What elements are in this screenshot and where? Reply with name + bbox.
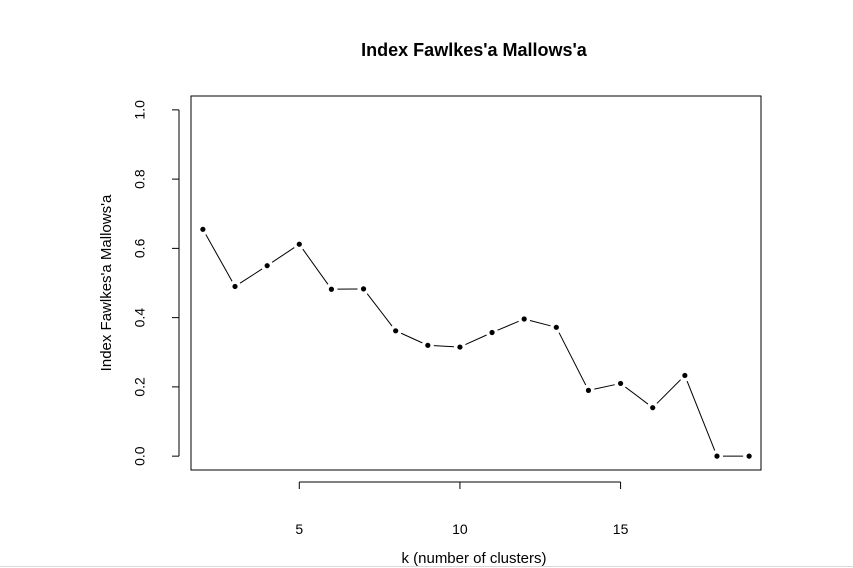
data-point bbox=[521, 316, 527, 322]
data-point bbox=[232, 283, 238, 290]
series-segment bbox=[366, 293, 393, 327]
series-segment bbox=[656, 379, 681, 404]
data-point bbox=[746, 453, 752, 459]
data-point bbox=[714, 453, 720, 459]
data-point bbox=[650, 405, 656, 411]
data-point bbox=[393, 328, 399, 334]
y-tick-label: 0.4 bbox=[132, 308, 148, 328]
y-axis: 0.0 0.2 0.4 0.6 0.8 1.0 bbox=[132, 100, 180, 466]
plot-frame bbox=[190, 95, 762, 471]
x-axis: 5 10 15 bbox=[295, 481, 629, 537]
series-segment bbox=[529, 320, 551, 327]
series-segment bbox=[302, 248, 329, 285]
series-segment bbox=[433, 345, 454, 348]
y-axis-label: Index Fawlkes'a Mallows'a bbox=[98, 194, 115, 371]
series-segment bbox=[271, 247, 295, 263]
y-tick-label: 1.0 bbox=[132, 100, 148, 120]
data-point bbox=[585, 387, 592, 393]
y-tick-label: 0.8 bbox=[132, 169, 148, 189]
y-tick-label: 0.2 bbox=[132, 377, 148, 397]
data-point bbox=[617, 380, 624, 387]
series-segment bbox=[465, 334, 487, 346]
x-tick-label: 10 bbox=[452, 521, 468, 537]
data-point bbox=[264, 263, 270, 269]
bottom-divider bbox=[0, 566, 853, 567]
data-point bbox=[425, 342, 431, 348]
series-segment bbox=[686, 380, 716, 451]
data-point bbox=[200, 226, 206, 232]
y-tick-label: 0.0 bbox=[132, 446, 148, 466]
series-segment bbox=[497, 320, 519, 331]
data-point bbox=[457, 344, 463, 350]
series-segment bbox=[400, 332, 423, 344]
data-point bbox=[296, 241, 302, 247]
series-segment bbox=[625, 386, 649, 405]
data-point bbox=[682, 372, 688, 379]
series-points bbox=[200, 226, 752, 459]
x-axis-label: k (number of clusters) bbox=[401, 550, 546, 567]
x-tick-label: 5 bbox=[295, 521, 303, 537]
y-tick-label: 0.6 bbox=[132, 238, 148, 258]
x-tick-label: 15 bbox=[613, 521, 629, 537]
series-segment bbox=[594, 384, 615, 390]
series-segment bbox=[205, 234, 233, 282]
series-line bbox=[205, 234, 744, 457]
series-segment bbox=[558, 332, 587, 386]
data-point bbox=[489, 329, 495, 336]
chart-title: Index Fawlkes'a Mallows'a bbox=[361, 40, 588, 60]
data-point bbox=[360, 286, 367, 292]
data-point bbox=[328, 286, 335, 292]
data-point bbox=[553, 324, 559, 330]
series-segment bbox=[239, 268, 263, 284]
